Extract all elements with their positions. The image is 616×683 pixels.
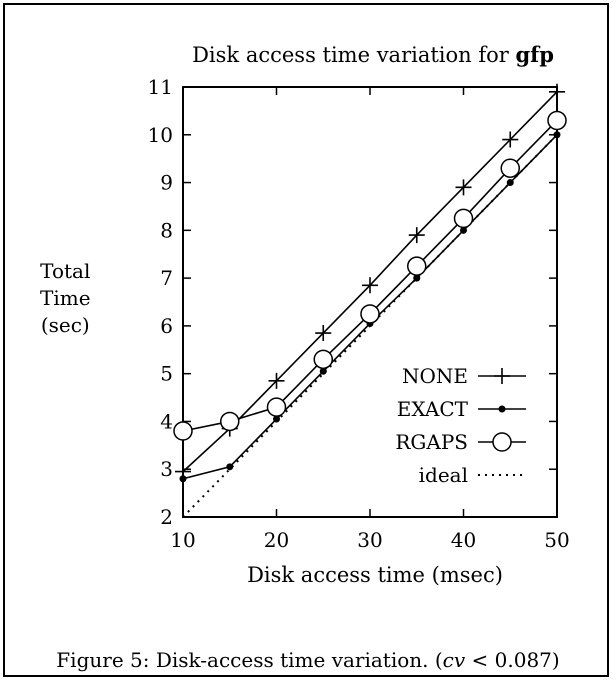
y-tick-label: 5	[160, 362, 173, 386]
x-tick-label: 30	[357, 528, 382, 552]
series-rgaps-point	[313, 349, 333, 370]
y-tick-label: 2	[160, 505, 173, 529]
y-axis-label-line: Time	[40, 286, 91, 310]
plot-area-border	[182, 86, 558, 518]
figure-caption: Figure 5: Disk-access time variation. (c…	[56, 648, 560, 672]
y-tick-label: 9	[160, 171, 173, 195]
legend-ideal-label: ideal	[419, 463, 468, 487]
series-exact-point	[553, 131, 561, 139]
x-tick-label: 10	[170, 528, 195, 552]
series-rgaps-point	[453, 208, 474, 229]
y-tick-label: 4	[160, 409, 173, 433]
series-exact-point	[506, 179, 514, 187]
series-exact-point	[273, 415, 280, 423]
y-tick-label: 7	[160, 266, 173, 290]
y-tick-label: 11	[148, 75, 173, 99]
y-tick-label: 8	[160, 218, 173, 242]
series-none-point	[362, 277, 378, 294]
series-none-point	[502, 131, 519, 148]
series-rgaps-point	[407, 256, 427, 276]
series-rgaps-point	[173, 421, 193, 441]
y-axis-label-line: (sec)	[40, 313, 90, 337]
legend-rgaps-label: RGAPS	[395, 430, 468, 454]
series-exact-point	[319, 367, 327, 375]
series-none-point	[549, 83, 565, 100]
legend-none-label: NONE	[402, 364, 468, 388]
series-rgaps-point	[360, 304, 380, 324]
series-rgaps-point	[500, 158, 520, 178]
y-axis-label: Total Time (sec)	[40, 258, 91, 339]
series-rgaps-point	[547, 110, 567, 131]
series-none-point	[268, 372, 285, 389]
series-rgaps-point	[220, 411, 240, 432]
series-none-point	[315, 325, 332, 342]
legend-rgaps-marker	[492, 432, 512, 452]
x-axis-label: Disk access time (msec)	[247, 563, 503, 587]
series-exact-point	[460, 226, 467, 234]
x-tick-label: 40	[451, 528, 476, 552]
y-tick-label: 10	[148, 123, 173, 147]
y-tick-label: 6	[160, 314, 173, 338]
series-none-point	[408, 227, 425, 244]
y-axis-label-line: Total	[40, 259, 91, 283]
y-tick-label: 3	[160, 457, 173, 481]
series-exact-point	[413, 274, 421, 282]
series-none-point	[455, 179, 472, 196]
legend-exact-marker	[498, 405, 506, 413]
series-rgaps-point	[266, 397, 287, 417]
series-exact-point	[226, 463, 234, 471]
figure-frame	[3, 3, 609, 677]
x-tick-label: 20	[264, 528, 289, 552]
legend-none-marker	[494, 368, 510, 384]
legend-exact-label: EXACT	[397, 397, 469, 421]
x-tick-label: 50	[544, 528, 569, 552]
series-exact-point	[179, 475, 187, 483]
chart-title: Disk access time variation for gfp	[192, 42, 554, 67]
